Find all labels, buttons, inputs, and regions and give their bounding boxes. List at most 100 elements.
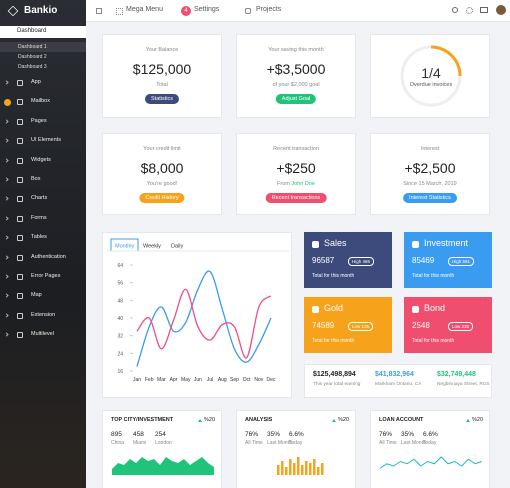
brand: Bankio bbox=[24, 5, 58, 16]
chevron bbox=[4, 196, 9, 202]
card-value: +$3,5000 bbox=[266, 61, 326, 77]
x-tick-label: May bbox=[181, 377, 191, 383]
card-sub-prefix: From bbox=[277, 181, 290, 187]
card-value: +$250 bbox=[276, 160, 316, 176]
tile-value: 2548 bbox=[412, 321, 430, 330]
mini-change: %20 bbox=[472, 417, 484, 423]
tile-name: Investment bbox=[424, 238, 469, 248]
card-sub: Since 15 March, 2019 bbox=[403, 181, 457, 187]
mini-stat-label: London bbox=[155, 440, 172, 446]
mini-change-icon bbox=[332, 419, 336, 422]
card-sub-line: From John Doe bbox=[237, 181, 355, 187]
mini-chart bbox=[379, 456, 483, 469]
nav-item[interactable]: Map bbox=[31, 292, 42, 299]
card-label: Your credit limit bbox=[143, 146, 181, 152]
chevron bbox=[4, 177, 9, 182]
mini-stat-label: Today bbox=[289, 440, 303, 446]
menu-icon bbox=[116, 8, 123, 15]
nav-item[interactable]: Pages bbox=[31, 117, 47, 124]
y-tick-label: 64 bbox=[117, 263, 123, 269]
submenu-item[interactable]: Dashboard 1 bbox=[0, 42, 86, 52]
card-button[interactable]: Interest Statistics bbox=[403, 193, 457, 203]
mini-title: ANALYSIS bbox=[245, 417, 273, 423]
stat-card: Recent transaction +$250 From John Doe Rece… bbox=[236, 133, 356, 215]
tile-note: Total for this month bbox=[312, 273, 355, 279]
tile-note: Total for this month bbox=[412, 338, 455, 344]
projects-menu[interactable]: Projects bbox=[256, 6, 282, 13]
y-tick-label: 32 bbox=[117, 334, 123, 340]
nav-icon bbox=[17, 99, 23, 106]
active-item bbox=[0, 26, 86, 38]
mini-bar bbox=[305, 461, 308, 475]
nav-icon bbox=[17, 235, 23, 242]
card-sub: You're good! bbox=[146, 181, 178, 187]
x-tick-label: Nov bbox=[254, 377, 263, 383]
nav-item[interactable]: Authentication bbox=[31, 253, 66, 260]
nav-item[interactable]: App bbox=[31, 79, 41, 85]
mini-chart bbox=[277, 457, 324, 475]
card-sub-line: You're good! bbox=[103, 181, 221, 187]
tile-name: Gold bbox=[324, 303, 344, 313]
nav-item[interactable]: Error Pages bbox=[31, 273, 61, 279]
search-icon[interactable] bbox=[452, 7, 458, 13]
mini-bar bbox=[301, 465, 304, 475]
chevron bbox=[4, 293, 9, 299]
nav-item[interactable]: Charts bbox=[31, 195, 48, 202]
mini-stat-label: Last Month bbox=[267, 440, 292, 446]
mini-change-icon bbox=[466, 419, 470, 422]
mini-change: %20 bbox=[204, 417, 216, 423]
mega-menu[interactable]: Mega Menu bbox=[126, 6, 163, 13]
submenu-item[interactable]: Dashboard 2 bbox=[18, 54, 47, 60]
mini-change-icon bbox=[198, 419, 202, 422]
earning-value: $41,832,964 bbox=[375, 371, 414, 378]
nav-item[interactable]: Tables bbox=[31, 234, 47, 241]
chevron bbox=[4, 332, 9, 337]
chevron bbox=[4, 313, 9, 318]
card-sub-line: Total bbox=[103, 82, 221, 88]
mini-bar bbox=[289, 459, 292, 475]
mini-bar bbox=[317, 467, 320, 475]
x-tick-label: Jan bbox=[133, 377, 141, 383]
card-button[interactable]: Recent transactions bbox=[265, 193, 327, 203]
settings-icon[interactable] bbox=[466, 7, 473, 14]
avatar[interactable] bbox=[496, 5, 506, 15]
nav-item[interactable]: Box bbox=[31, 176, 41, 182]
mini-stat-value: 35% bbox=[267, 431, 281, 438]
mini-change: %20 bbox=[338, 417, 350, 423]
card-button[interactable]: Adjust Goal bbox=[275, 94, 317, 104]
nav-item[interactable]: Mailbox bbox=[31, 98, 50, 105]
nav-icon bbox=[17, 332, 23, 339]
mini-stat-label: Today bbox=[423, 440, 437, 446]
card-sub-line: of your $2,000 goal bbox=[237, 82, 355, 88]
nav-item[interactable]: Forms bbox=[31, 214, 47, 221]
tab[interactable]: Daily bbox=[171, 244, 183, 250]
card-button[interactable]: Credit History bbox=[139, 193, 185, 203]
mini-stat-value: 458 bbox=[133, 431, 144, 438]
nav-item[interactable]: Multilevel bbox=[31, 331, 54, 338]
nav-item[interactable]: Extension bbox=[31, 311, 56, 318]
card-button[interactable]: Statistics bbox=[144, 94, 180, 104]
mail-icon[interactable] bbox=[480, 7, 488, 13]
tab[interactable]: Monthly bbox=[115, 244, 135, 250]
earning-value: $125,498,894 bbox=[313, 371, 356, 378]
ring-arc bbox=[430, 45, 462, 77]
nav-item[interactable]: Widgets bbox=[31, 156, 51, 163]
tile: Bond 2548 Low 235 Total for this month bbox=[404, 297, 492, 353]
nav-item[interactable]: UI Elements bbox=[31, 137, 61, 144]
y-tick-label: 16 bbox=[117, 369, 123, 375]
chevron bbox=[4, 254, 9, 260]
tab[interactable]: Weekly bbox=[143, 244, 161, 250]
tile-badge: High 465 bbox=[348, 257, 375, 266]
x-tick-label: Sep bbox=[230, 377, 239, 383]
mini-stat-value: 35% bbox=[401, 431, 415, 438]
mini-stat-value: 76% bbox=[245, 431, 259, 438]
nav-icon bbox=[17, 293, 23, 300]
submenu-item[interactable]: Dashboard 3 bbox=[18, 64, 47, 70]
tile-value: 85469 bbox=[412, 256, 435, 265]
mini-chart bbox=[112, 457, 214, 475]
settings-menu[interactable]: Settings bbox=[194, 6, 220, 13]
nav-item[interactable]: Dashboard bbox=[17, 28, 47, 34]
mini-bar bbox=[297, 457, 300, 475]
tile: Investment 85469 High 581 Total for this mo… bbox=[404, 232, 492, 288]
